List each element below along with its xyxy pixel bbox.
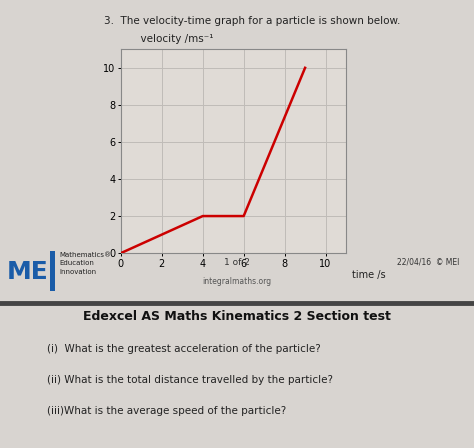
- Text: 1 of 2: 1 of 2: [224, 258, 250, 267]
- Text: (ii) What is the total distance travelled by the particle?: (ii) What is the total distance travelle…: [47, 375, 333, 385]
- Text: velocity /ms⁻¹: velocity /ms⁻¹: [121, 34, 213, 43]
- Text: (i)  What is the greatest acceleration of the particle?: (i) What is the greatest acceleration of…: [47, 344, 321, 353]
- Text: (iii)What is the average speed of the particle?: (iii)What is the average speed of the pa…: [47, 406, 287, 416]
- Text: Edexcel AS Maths Kinematics 2 Section test: Edexcel AS Maths Kinematics 2 Section te…: [83, 310, 391, 323]
- Text: MEI: MEI: [7, 260, 58, 284]
- Text: time /s: time /s: [352, 270, 386, 280]
- FancyBboxPatch shape: [50, 250, 55, 290]
- Text: integralmaths.org: integralmaths.org: [202, 277, 272, 286]
- Text: 22/04/16  © MEI: 22/04/16 © MEI: [397, 258, 460, 267]
- Text: Mathematics®
Education
Innovation: Mathematics® Education Innovation: [59, 252, 111, 275]
- Text: 3.  The velocity-time graph for a particle is shown below.: 3. The velocity-time graph for a particl…: [104, 16, 401, 26]
